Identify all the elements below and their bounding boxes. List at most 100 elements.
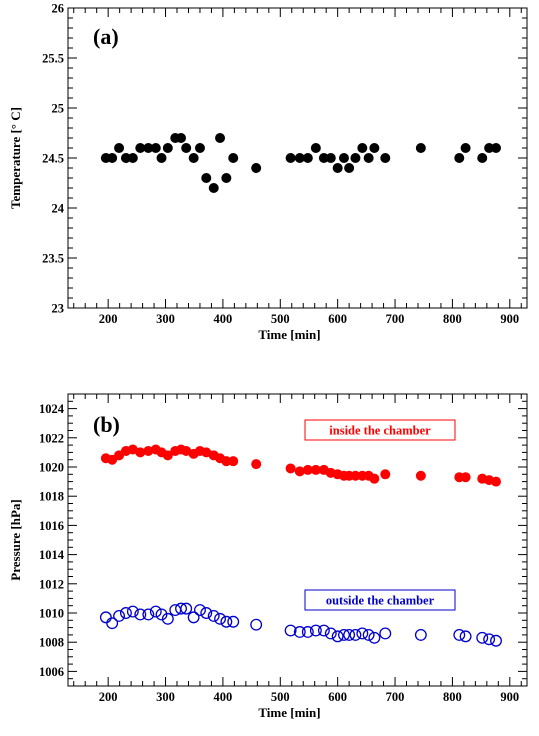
data-point (162, 450, 173, 461)
data-point (380, 153, 391, 163)
panel-a-label: (a) (93, 24, 119, 49)
data-point (143, 445, 154, 456)
x-tick-label: 400 (214, 312, 233, 326)
data-point (208, 183, 219, 193)
data-point (294, 466, 305, 477)
x-tick-label: 600 (328, 312, 347, 326)
data-point (99, 611, 112, 624)
data-point (200, 607, 213, 619)
data-point (221, 456, 232, 467)
y-tick-label: 1018 (39, 490, 64, 504)
data-point (302, 153, 313, 163)
x-axis-title: Time [min] (258, 327, 320, 342)
plot-frame (67, 393, 528, 687)
data-point (285, 153, 296, 163)
data-point (332, 163, 343, 173)
data-point (143, 143, 154, 153)
data-point (460, 143, 471, 153)
y-tick-label: 1012 (39, 577, 64, 591)
data-point (490, 634, 502, 647)
y-axis-title: Pressure [hPa] (8, 499, 23, 580)
data-point (310, 143, 321, 153)
data-point (181, 143, 192, 153)
data-point (363, 153, 374, 163)
data-point (356, 627, 369, 640)
data-point (284, 624, 297, 637)
data-point (380, 469, 391, 480)
data-point (369, 143, 380, 153)
data-point (251, 459, 262, 470)
data-point (251, 163, 262, 173)
data-point (215, 133, 226, 143)
y-tick-label: 1010 (39, 607, 64, 621)
y-axis-title: Temperature [° C] (8, 107, 23, 209)
x-tick-label: 600 (328, 690, 347, 704)
data-point (214, 612, 226, 625)
data-point (357, 143, 368, 153)
data-point (135, 143, 146, 153)
series-inside-the-chamber (100, 444, 502, 487)
data-point (113, 609, 126, 622)
y-tick-label: 1008 (39, 636, 64, 650)
data-point (114, 143, 125, 153)
x-tick-label: 800 (443, 312, 462, 326)
data-point (106, 617, 119, 630)
data-point (227, 615, 240, 628)
y-tick-label: 1022 (39, 431, 64, 445)
series-temperature (100, 133, 502, 193)
y-tick-label: 1006 (39, 665, 64, 679)
legend-label: inside the chamber (329, 424, 431, 438)
data-point (349, 628, 362, 641)
data-point (155, 608, 168, 621)
data-point (228, 153, 239, 163)
data-point (127, 153, 138, 163)
y-tick-label: 25 (52, 102, 65, 116)
x-tick-label: 900 (500, 690, 519, 704)
x-tick-label: 200 (99, 690, 118, 704)
legend-box (304, 589, 456, 611)
y-tick-label: 1016 (39, 519, 64, 533)
data-point (228, 456, 239, 467)
data-point (107, 153, 118, 163)
data-point (220, 615, 233, 628)
data-point (453, 628, 466, 641)
x-tick-label: 700 (386, 312, 405, 326)
data-point (142, 608, 155, 621)
x-tick-label: 300 (156, 690, 175, 704)
data-point (454, 153, 465, 163)
data-point (134, 608, 147, 621)
data-point (126, 605, 139, 618)
data-point (302, 464, 313, 475)
x-tick-label: 500 (271, 690, 290, 704)
x-axis-title: Time [min] (258, 705, 320, 720)
data-point (414, 628, 427, 641)
data-point (338, 628, 350, 641)
data-point (350, 470, 361, 481)
data-point (285, 463, 296, 474)
x-tick-label: 900 (500, 312, 519, 326)
y-tick-label: 23.5 (42, 252, 64, 266)
data-point (476, 631, 489, 644)
x-tick-label: 500 (271, 312, 290, 326)
data-point (119, 607, 132, 619)
data-point (324, 627, 337, 640)
data-point (379, 627, 392, 640)
data-point (221, 173, 232, 183)
data-point (362, 628, 375, 641)
x-tick-label: 200 (99, 312, 118, 326)
data-point (491, 143, 502, 153)
data-point (156, 153, 167, 163)
data-point (180, 602, 193, 615)
data-point (161, 612, 174, 625)
data-point (368, 631, 381, 644)
y-tick-label: 1020 (39, 461, 64, 475)
panel-b-pressure-chart: (b) 200 300 400 500 600 700 800 900 1006 1008 1010… (8, 393, 528, 720)
data-point (120, 153, 131, 163)
y-tick-label: 25.5 (42, 52, 64, 66)
y-tick-label: 1014 (39, 548, 65, 562)
data-point (460, 472, 471, 483)
data-point (188, 153, 199, 163)
data-point (150, 143, 161, 153)
legend-label: outside the chamber (326, 594, 435, 608)
